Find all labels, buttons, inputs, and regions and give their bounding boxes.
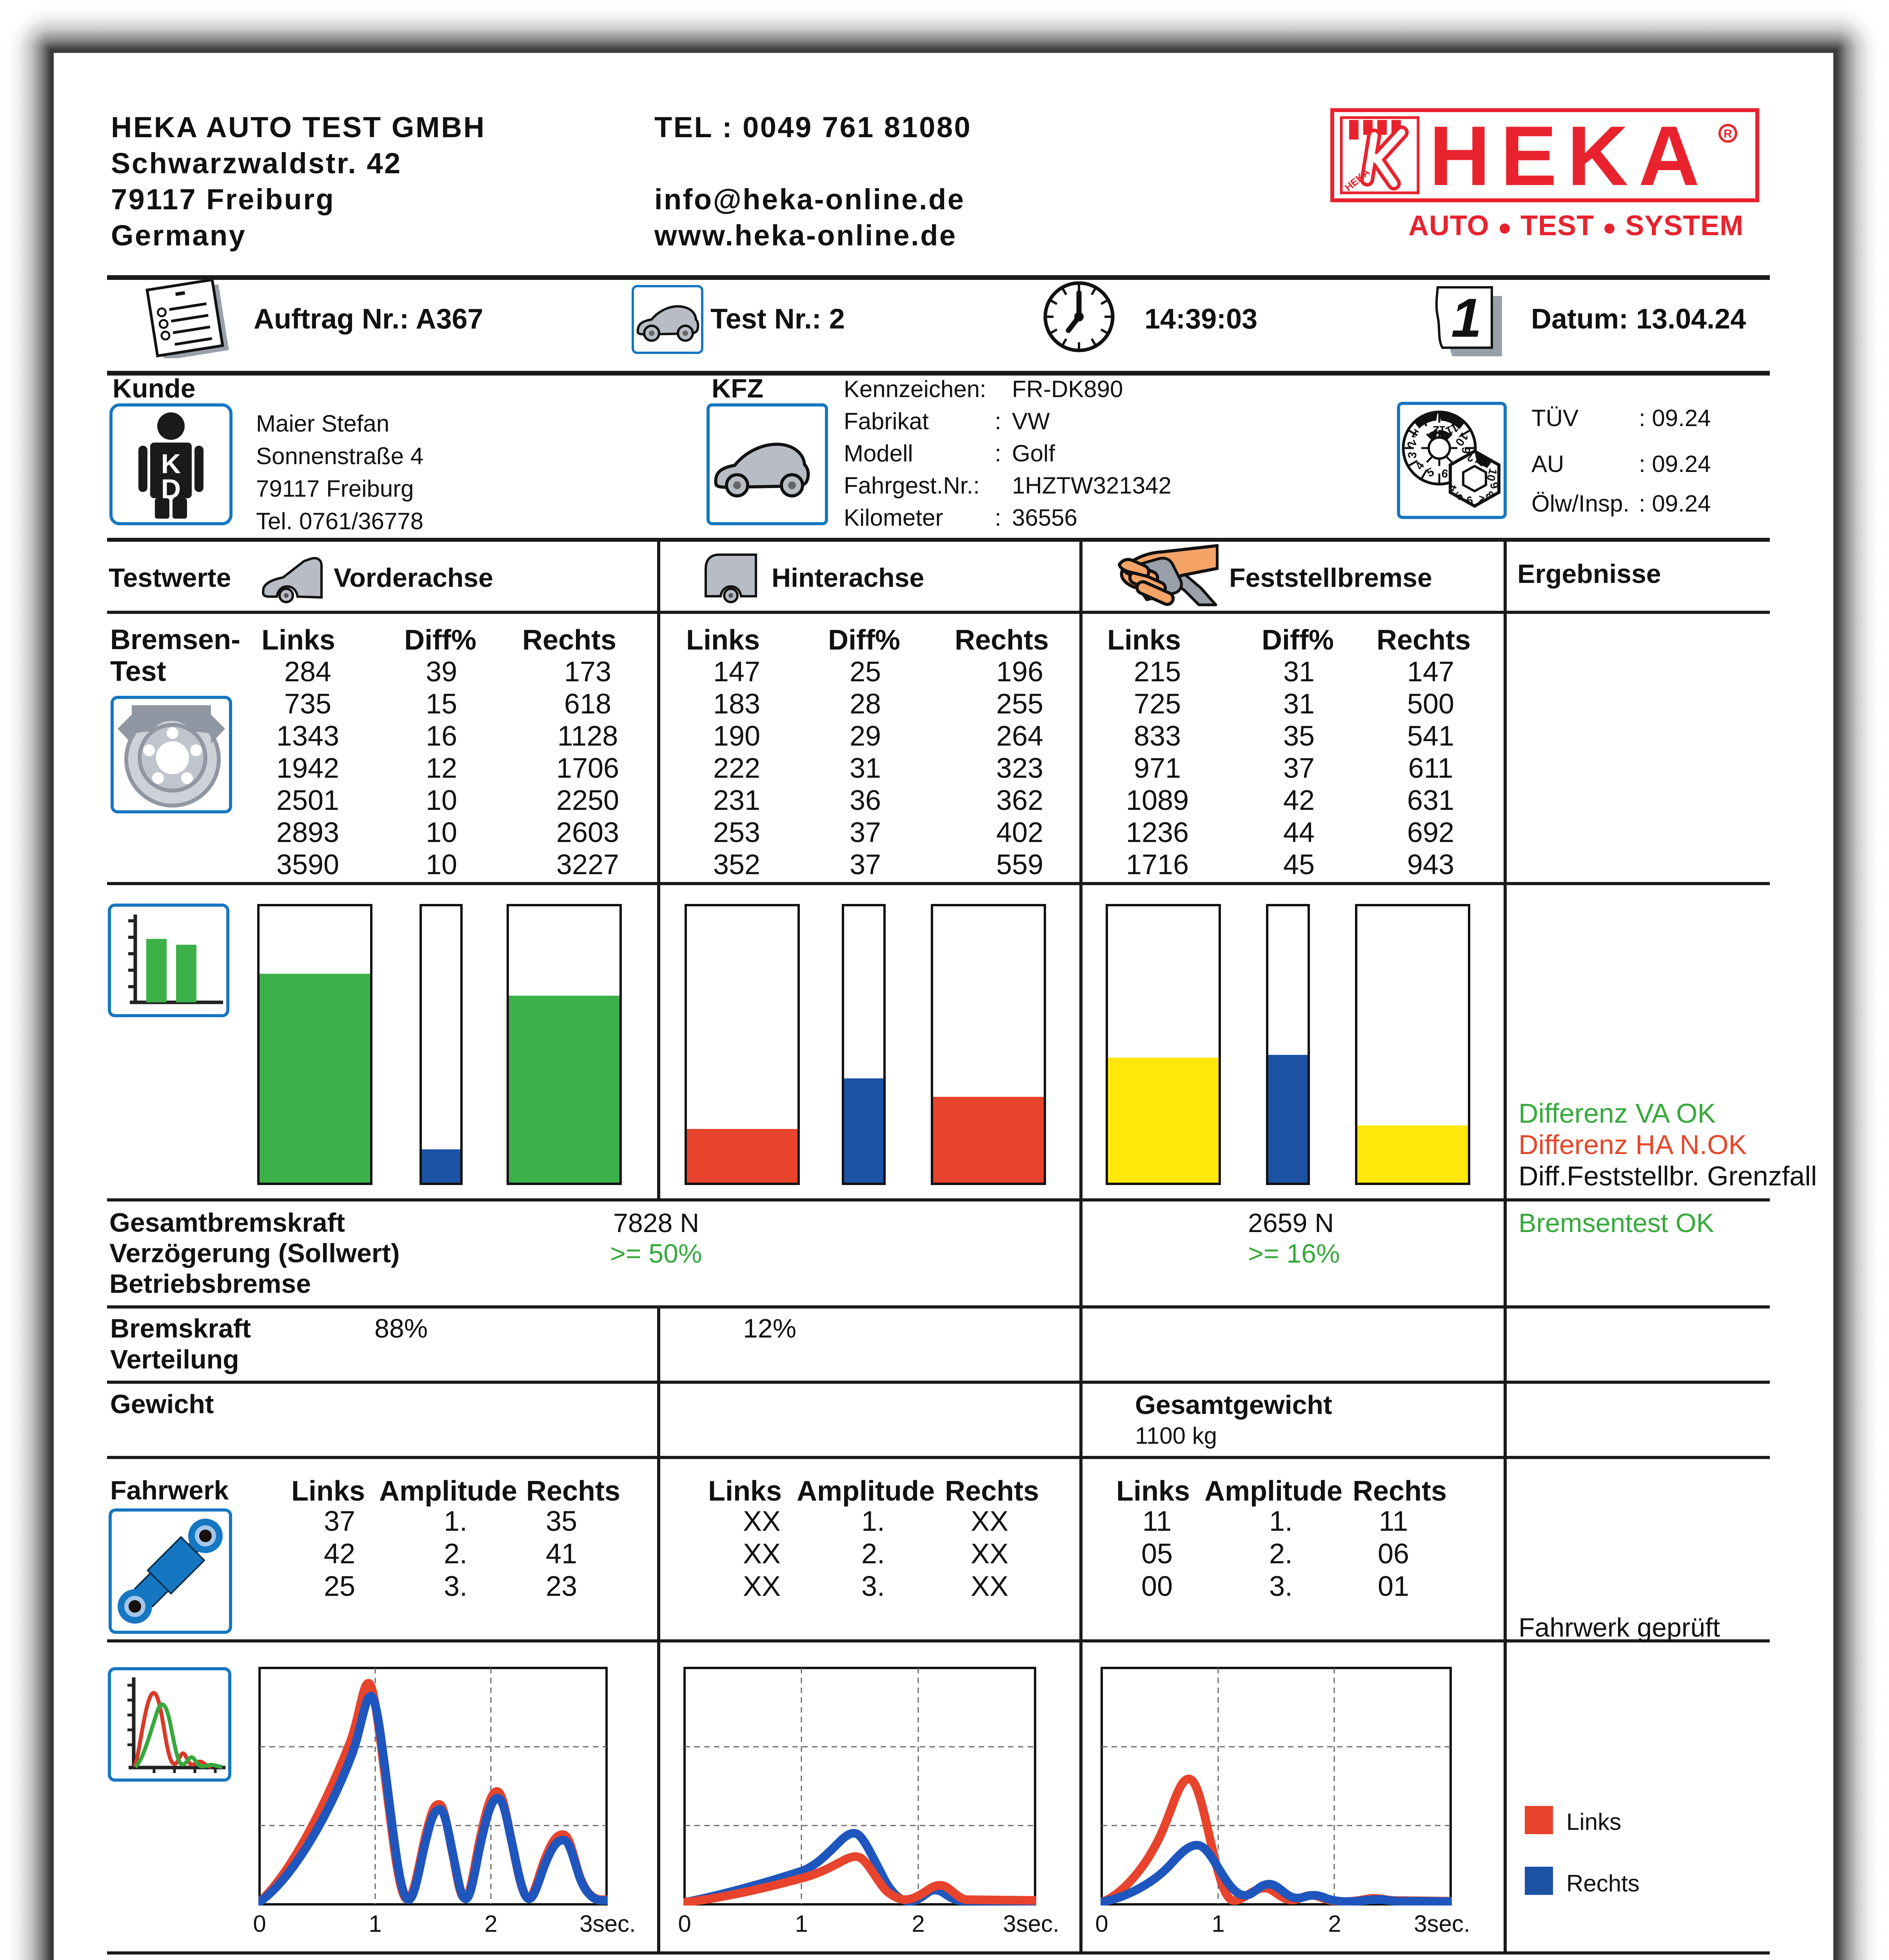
svg-text:2: 2 [1466,450,1474,464]
svg-text:HEKA: HEKA [1429,108,1710,202]
svg-text:12: 12 [1433,423,1446,436]
svg-text:D: D [161,474,181,504]
svg-text:9: 9 [1459,446,1472,454]
svg-text:R: R [1724,127,1732,140]
svg-text:K: K [161,448,181,479]
svg-text:3: 3 [1406,451,1419,459]
svg-text:6: 6 [1440,467,1449,481]
svg-text:1: 1 [1451,287,1482,348]
svg-text:9: 9 [1487,481,1501,490]
svg-text:6: 6 [1466,494,1474,508]
